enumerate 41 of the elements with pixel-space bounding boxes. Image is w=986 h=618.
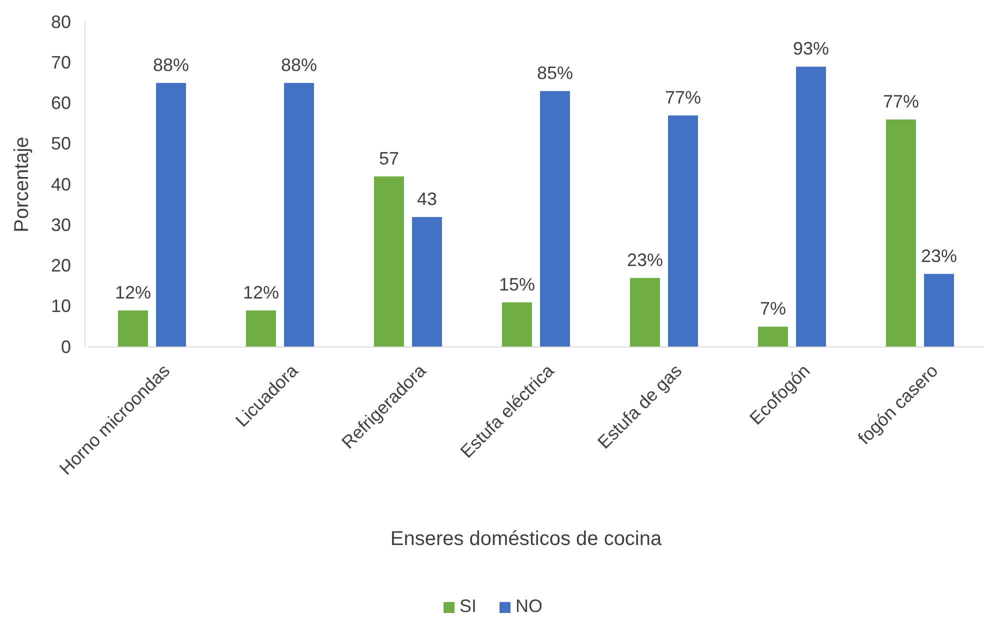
- annotation: 77%: [882, 92, 920, 112]
- bar: [924, 274, 954, 347]
- annotation: 77%: [664, 87, 702, 108]
- y-tick-label: 0: [60, 336, 71, 357]
- legend-label: SI: [460, 596, 477, 616]
- y-tick-label: 30: [50, 214, 71, 235]
- y-tick-label: 50: [50, 134, 71, 154]
- annotation: 88%: [152, 54, 190, 75]
- bar: [758, 326, 788, 347]
- bar: [668, 115, 698, 347]
- bar: [118, 310, 148, 347]
- bar: [630, 278, 660, 347]
- bar: [540, 91, 570, 347]
- x-axis-title: Enseres domésticos de cocina: [390, 528, 662, 550]
- bar: [156, 82, 186, 347]
- bar: [502, 302, 532, 347]
- y-tick-label: 10: [50, 296, 71, 316]
- annotation: 23%: [626, 250, 664, 270]
- bar: [246, 310, 276, 347]
- annotation: 43: [416, 189, 438, 209]
- annotation: 85%: [536, 63, 574, 84]
- y-tick-label: 40: [50, 174, 71, 194]
- y-tick-label: 20: [50, 256, 71, 276]
- annotation: 7%: [760, 298, 786, 319]
- bar: [374, 176, 404, 347]
- y-tick-label: 70: [50, 52, 71, 72]
- bar: [886, 120, 916, 347]
- bar: [412, 217, 442, 347]
- y-tick-label: 60: [50, 93, 71, 114]
- y-axis-title: Porcentaje: [11, 136, 33, 232]
- y-tick-label: 80: [50, 12, 71, 32]
- legend-label: NO: [516, 596, 542, 616]
- bar: [284, 82, 314, 347]
- annotation: 57: [378, 148, 400, 168]
- annotation: 15%: [498, 274, 536, 294]
- annotation: 12%: [114, 282, 152, 302]
- annotation: 88%: [280, 54, 318, 75]
- annotation: 93%: [792, 38, 830, 59]
- annotation: 12%: [242, 282, 280, 302]
- bar: [796, 66, 826, 347]
- annotation: 23%: [920, 246, 958, 266]
